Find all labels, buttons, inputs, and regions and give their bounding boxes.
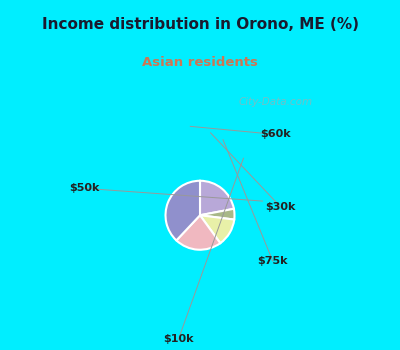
Text: $10k: $10k: [163, 334, 194, 344]
Wedge shape: [176, 215, 220, 250]
Text: $50k: $50k: [69, 183, 99, 193]
Wedge shape: [200, 181, 234, 215]
Text: Asian residents: Asian residents: [142, 56, 258, 69]
Text: Income distribution in Orono, ME (%): Income distribution in Orono, ME (%): [42, 17, 358, 32]
Text: $30k: $30k: [266, 202, 296, 212]
Wedge shape: [200, 215, 234, 243]
Wedge shape: [200, 209, 234, 219]
Text: $60k: $60k: [260, 130, 291, 139]
Text: City-Data.com: City-Data.com: [238, 97, 312, 107]
Text: $75k: $75k: [258, 256, 288, 266]
Wedge shape: [166, 181, 200, 240]
